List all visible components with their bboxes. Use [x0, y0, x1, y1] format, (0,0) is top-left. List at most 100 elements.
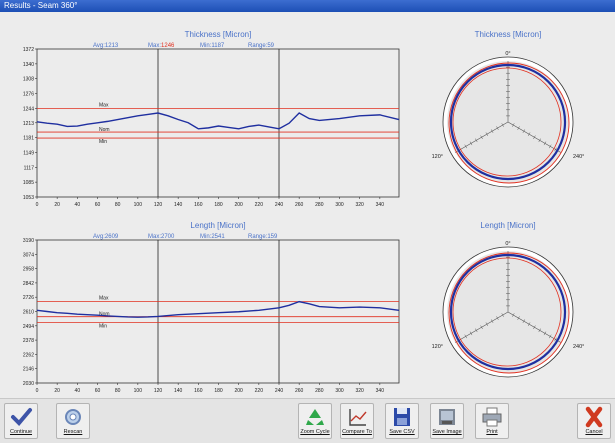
- length-y-tick-label: 2378: [23, 338, 34, 344]
- length-y-tick-label: 2610: [23, 310, 34, 316]
- length-chart-title: Length [Micron]: [190, 221, 245, 230]
- length-x-tick-label: 140: [174, 388, 183, 394]
- thickness-x-tick-label: 40: [75, 202, 81, 208]
- save-image-button[interactable]: Save Image: [430, 403, 464, 439]
- thickness-range: Range:59: [248, 43, 275, 49]
- thickness-x-tick-label: 140: [174, 202, 183, 208]
- printer-icon: [482, 407, 502, 427]
- polar-thickness-max-ring: [448, 62, 570, 184]
- rescan-label: Rescan: [63, 429, 83, 435]
- length-y-tick-label: 2958: [23, 267, 34, 273]
- thickness-x-tick-label: 300: [335, 202, 344, 208]
- length-x-tick-label: 260: [295, 388, 304, 394]
- length-y-tick-label: 3190: [23, 238, 34, 244]
- polar-thickness-spoke-tick: [549, 144, 552, 149]
- thickness-x-tick-label: 120: [154, 202, 163, 208]
- compare-to-button[interactable]: Compare To: [340, 403, 374, 439]
- polar-thickness-plot: 0° 120° 240°: [432, 51, 584, 188]
- length-x-tick-label: 200: [234, 388, 243, 394]
- polar-thickness-spoke-tick: [464, 144, 467, 149]
- thickness-min-line-label: Min: [99, 139, 107, 145]
- polar-thickness-spoke-tick: [554, 147, 557, 152]
- polar-thickness-spoke-tick: [533, 135, 536, 140]
- polar-length-series-ring: [449, 253, 567, 371]
- polar-thickness-spoke-tick: [496, 126, 499, 130]
- thickness-y-tick-label: 1340: [23, 62, 34, 68]
- polar-thickness-spoke-tick: [485, 132, 489, 137]
- check-icon: [11, 408, 32, 426]
- polar-length-spoke-tick: [543, 331, 547, 336]
- thickness-x-tick-label: 320: [356, 202, 365, 208]
- polar-length-spoke-tick: [522, 319, 526, 324]
- thickness-y-tick-label: 1181: [23, 136, 34, 142]
- length-min: Min:2541: [200, 234, 225, 240]
- cancel-label: Cancel: [585, 429, 603, 435]
- length-y-tick-label: 2726: [23, 295, 34, 301]
- thickness-y-tick-label: 1372: [23, 47, 34, 53]
- save-csv-button[interactable]: Save CSV: [385, 403, 419, 439]
- polar-thickness-spoke-tick: [512, 123, 515, 127]
- polar-length-angle-label: 120°: [432, 344, 443, 350]
- polar-length-spoke-tick: [480, 325, 483, 330]
- polar-length-spoke-tick: [501, 313, 504, 317]
- polar-thickness-angle-label: 240°: [573, 154, 584, 160]
- thickness-x-tick-label: 220: [255, 202, 264, 208]
- polar-thickness-spoke-tick: [490, 129, 494, 134]
- thickness-x-tick-label: 280: [315, 202, 324, 208]
- save-csv-label: Save CSV: [389, 429, 415, 435]
- polar-length-spoke-tick: [533, 325, 536, 330]
- length-range: Range:159: [248, 234, 278, 240]
- polar-length-spoke-tick: [512, 313, 515, 317]
- thickness-x-tick-label: 180: [214, 202, 223, 208]
- length-y-tick-label: 3074: [23, 252, 34, 258]
- print-button[interactable]: Print: [475, 403, 509, 439]
- close-icon: [585, 406, 603, 428]
- length-x-tick-label: 20: [54, 388, 60, 394]
- length-y-tick-label: 2030: [23, 381, 34, 387]
- length-max-line-label: Max: [99, 296, 109, 302]
- polar-length-spoke-tick: [496, 316, 499, 320]
- recycle-icon: [306, 409, 324, 425]
- polar-length-plot: 0° 120° 240°: [432, 241, 584, 378]
- polar-thickness-min-ring: [452, 67, 562, 177]
- length-y-tick-label: 2842: [23, 281, 34, 287]
- thickness-y-tick-label: 1244: [23, 106, 34, 112]
- zoom-cycle-button[interactable]: Zoom Cycle: [298, 403, 332, 439]
- polar-thickness-series-ring: [449, 63, 567, 181]
- thickness-y-tick-label: 1117: [24, 165, 35, 171]
- continue-label: Continue: [9, 429, 33, 435]
- cancel-button[interactable]: Cancel: [577, 403, 611, 439]
- thickness-nom-line-label: Nom: [99, 127, 110, 133]
- length-x-tick-label: 100: [134, 388, 143, 394]
- thickness-max-line-label: Max: [99, 102, 109, 108]
- thickness-y-tick-label: 1053: [23, 195, 34, 201]
- length-x-tick-label: 60: [95, 388, 101, 394]
- polar-length-spoke-tick: [538, 328, 541, 333]
- polar-length-spoke-tick: [490, 319, 494, 324]
- polar-thickness-angle-label: 0°: [505, 51, 510, 57]
- polar-length-spoke-tick: [549, 334, 552, 339]
- continue-button[interactable]: Continue: [4, 403, 38, 439]
- length-y-tick-label: 2262: [23, 352, 34, 358]
- length-avg: Avg:2609: [93, 234, 119, 240]
- polar-length-max-ring: [448, 252, 570, 374]
- polar-thickness-spoke-tick: [469, 141, 473, 146]
- rescan-button[interactable]: Rescan: [56, 403, 90, 439]
- toolbar: Continue Rescan Zoom Cycle Compare To Sa…: [0, 398, 615, 443]
- length-x-tick-label: 180: [214, 388, 223, 394]
- thickness-x-tick-label: 20: [54, 202, 60, 208]
- polar-length-spoke-tick: [485, 322, 489, 327]
- length-y-tick-label: 2494: [23, 324, 34, 330]
- length-nom-line-label: Nom: [99, 312, 110, 318]
- polar-length-angle-label: 0°: [505, 241, 510, 247]
- polar-thickness-spoke-tick: [501, 123, 504, 127]
- thickness-avg: Avg:1213: [93, 43, 119, 49]
- length-stats: Avg:2609 Max:2700 Min:2541 Range:159: [93, 234, 278, 240]
- thickness-chart-title: Thickness [Micron]: [185, 30, 252, 39]
- polar-thickness-spoke-tick: [522, 129, 526, 134]
- thickness-y-tick-label: 1149: [23, 150, 34, 156]
- zoom-cycle-label: Zoom Cycle: [300, 429, 330, 435]
- thickness-x-tick-label: 0: [36, 202, 39, 208]
- thickness-plot: 1053 1085 1117 1149 1181 1213 1244 1276 1308 1340…: [23, 47, 400, 208]
- compare-to-label: Compare To: [342, 429, 372, 435]
